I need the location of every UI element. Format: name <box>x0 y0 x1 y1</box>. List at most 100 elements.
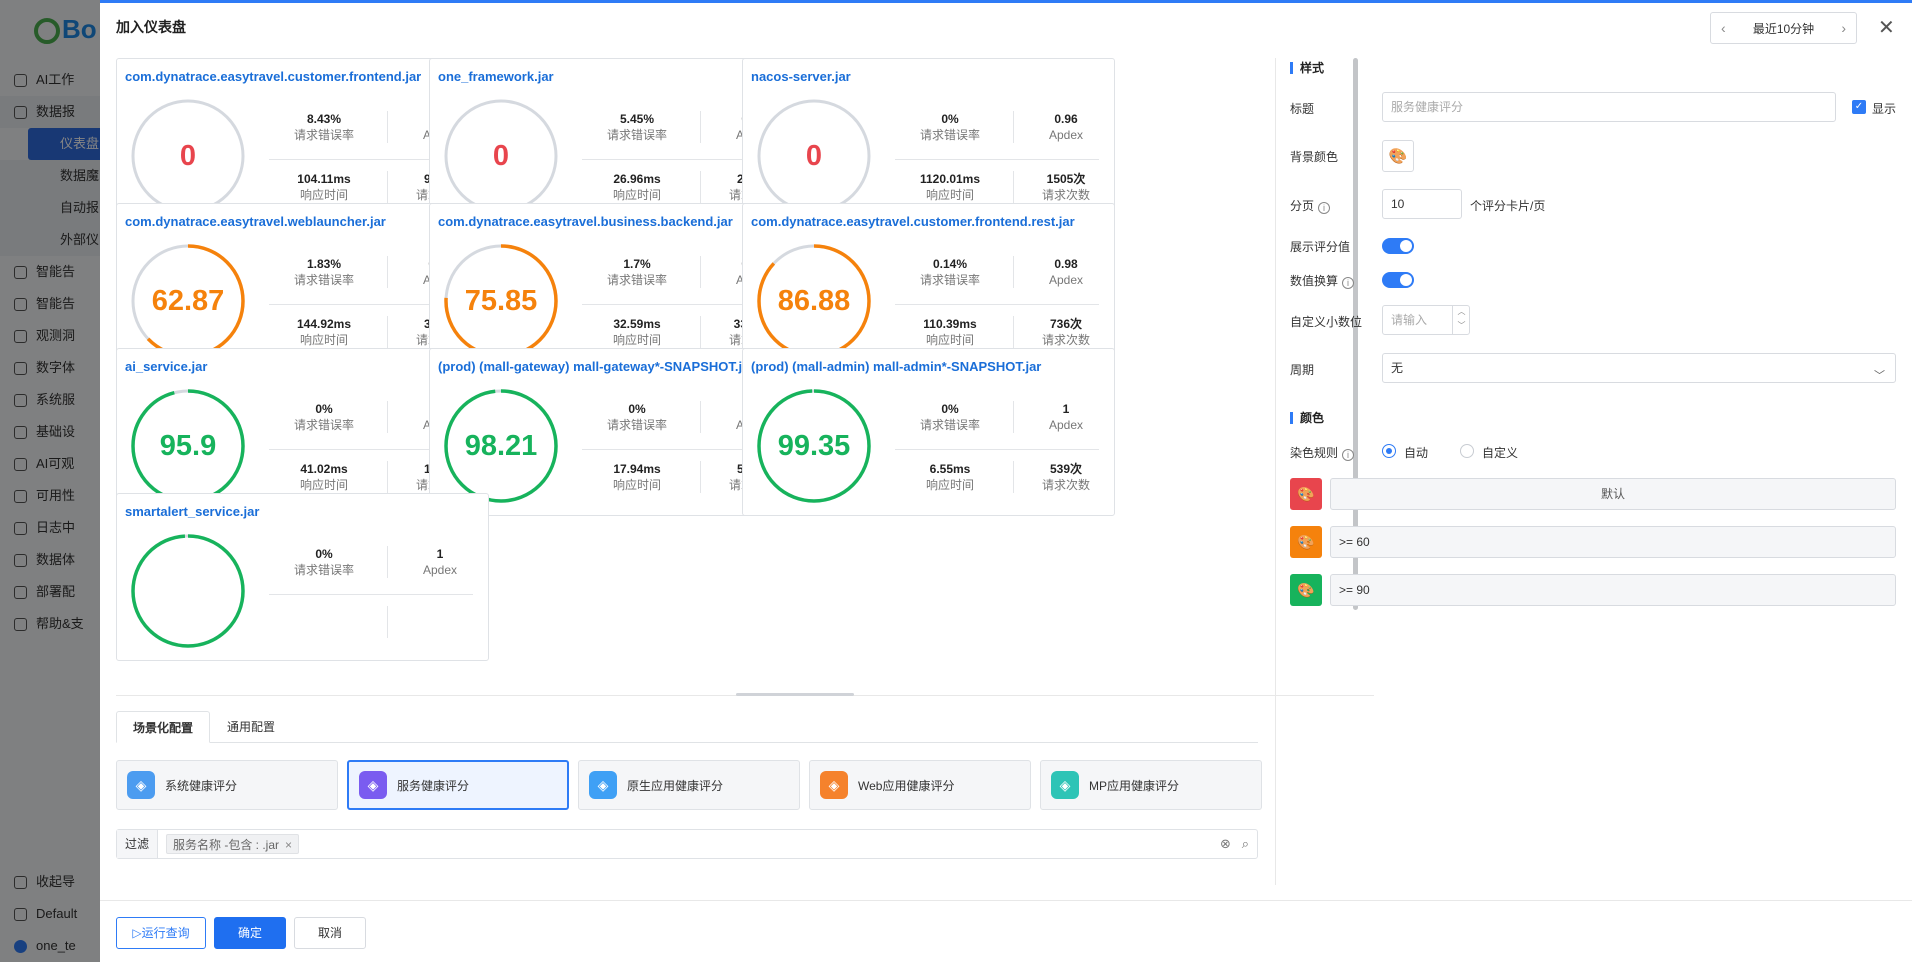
decimal-input[interactable]: 请输入 <box>1382 305 1470 335</box>
radio-auto-label: 自动 <box>1404 446 1429 460</box>
error-rate-metric: 0% 请求错误率 <box>293 402 354 432</box>
score-value <box>127 530 249 652</box>
score-value: 62.87 <box>151 284 225 317</box>
template-card[interactable]: ◈ Web应用健康评分 <box>809 760 1031 810</box>
bg-nav-item: 仪表盘 <box>28 128 106 160</box>
nav-icon <box>14 458 27 471</box>
config-tabs: 场景化配置 通用配置 <box>116 711 1258 743</box>
service-name[interactable]: ai_service.jar <box>125 359 208 374</box>
show-title-checkbox[interactable]: ✓ <box>1852 100 1866 114</box>
show-score-toggle[interactable] <box>1382 238 1414 254</box>
palette-icon[interactable]: 🎨 <box>1290 574 1322 606</box>
metric-divider <box>895 449 1099 450</box>
apdex-metric: 0.98 Apdex <box>1048 257 1084 287</box>
template-card[interactable]: ◈ 原生应用健康评分 <box>578 760 800 810</box>
nav-icon <box>14 298 27 311</box>
bg-nav-item: AI工作 <box>0 64 110 96</box>
tab-general-config[interactable]: 通用配置 <box>227 720 276 734</box>
system-health-icon: ◈ <box>127 771 155 799</box>
metric-divider <box>269 304 473 305</box>
resize-handle[interactable] <box>736 693 854 696</box>
title-input[interactable]: 服务健康评分 <box>1382 92 1836 122</box>
score-card[interactable]: (prod) (mall-admin) mall-admin*-SNAPSHOT… <box>742 348 1115 516</box>
panel-vertical-divider <box>1275 58 1276 885</box>
service-name[interactable]: com.dynatrace.easytravel.weblauncher.jar <box>125 214 386 229</box>
radio-custom-label: 自定义 <box>1482 446 1519 460</box>
score-card[interactable]: nacos-server.jar 0 0% 请求错误率 0.96 Apdex 1120.01… <box>742 58 1115 226</box>
service-name[interactable]: one_framework.jar <box>438 69 554 84</box>
score-card[interactable]: com.dynatrace.easytravel.customer.fronte… <box>742 203 1115 371</box>
search-icon[interactable]: ⌕ <box>1241 836 1249 851</box>
service-name[interactable]: com.dynatrace.easytravel.customer.fronte… <box>751 214 1075 229</box>
score-card[interactable]: com.dynatrace.easytravel.customer.fronte… <box>116 58 489 226</box>
radio-custom[interactable] <box>1460 444 1474 458</box>
show-score-label: 展示评分值 <box>1290 240 1351 254</box>
metric-divider <box>700 111 701 143</box>
value-convert-toggle[interactable] <box>1382 272 1414 288</box>
score-value: 86.88 <box>777 284 851 317</box>
metric-divider <box>700 316 701 348</box>
metric-divider <box>1013 316 1014 348</box>
confirm-button[interactable]: 确定 <box>214 917 286 949</box>
color-rule-input[interactable]: >= 60 <box>1330 526 1896 558</box>
tag-close-icon[interactable]: × <box>285 838 293 852</box>
period-select[interactable]: 无 ﹀ <box>1382 353 1896 383</box>
web-app-icon: ◈ <box>820 771 848 799</box>
response-time-metric: 17.94ms 响应时间 <box>612 462 661 492</box>
service-name[interactable]: (prod) (mall-admin) mall-admin*-SNAPSHOT… <box>751 359 1042 374</box>
service-name[interactable]: nacos-server.jar <box>751 69 851 84</box>
color-rule-input[interactable]: >= 90 <box>1330 574 1896 606</box>
nav-icon <box>14 426 27 439</box>
time-range-picker[interactable]: ‹ 最近10分钟 › <box>1710 12 1857 44</box>
template-label: Web应用健康评分 <box>858 778 955 793</box>
service-name[interactable]: (prod) (mall-gateway) mall-gateway*-SNAP… <box>438 359 755 374</box>
palette-icon[interactable]: 🎨 <box>1382 140 1414 172</box>
score-card-grid: com.dynatrace.easytravel.customer.fronte… <box>116 58 1258 680</box>
close-icon[interactable]: ✕ <box>1878 17 1895 39</box>
template-card[interactable]: ◈ MP应用健康评分 <box>1040 760 1262 810</box>
template-card[interactable]: ◈ 系统健康评分 <box>116 760 338 810</box>
metric-divider <box>269 449 473 450</box>
info-icon: i <box>1342 277 1355 289</box>
error-rate-metric: 0.14% 请求错误率 <box>919 257 980 287</box>
decimal-stepper[interactable]: ︿ ﹀ <box>1452 305 1470 335</box>
background-sidebar-bottom: 收起导 Default one_te <box>0 866 110 962</box>
score-card[interactable]: (prod) (mall-gateway) mall-gateway*-SNAP… <box>429 348 802 516</box>
chevron-left-icon[interactable]: ‹ <box>1721 20 1726 36</box>
service-name[interactable]: smartalert_service.jar <box>125 504 260 519</box>
paging-input[interactable]: 10 <box>1382 189 1462 219</box>
score-card[interactable]: ai_service.jar95.90%请求错误率1Apdex41.02ms响应… <box>116 348 489 516</box>
chevron-right-icon[interactable]: › <box>1841 20 1846 36</box>
tab-scenario-config[interactable]: 场景化配置 <box>116 711 211 743</box>
service-name[interactable]: com.dynatrace.easytravel.business.backen… <box>438 214 733 229</box>
clear-icon[interactable]: ⊗ <box>1219 836 1231 851</box>
background-app: Bo AI工作 数据报 仪表盘 数据魔 自动报 外部仪 智能告 智能告 观测洞 数字体 系统服 基础设… <box>0 0 110 962</box>
radio-auto[interactable] <box>1382 444 1396 458</box>
response-time-metric: 32.59ms 响应时间 <box>612 317 661 347</box>
filter-bar[interactable]: 过滤 服务名称 -包含 : .jar × ⊗ ⌕ <box>116 829 1258 859</box>
style-section-title: 样式 <box>1290 62 1324 74</box>
metric-divider <box>387 171 388 203</box>
nav-icon <box>14 106 27 119</box>
score-gauge <box>131 534 245 648</box>
cancel-button[interactable]: 取消 <box>294 917 366 949</box>
bg-nav-item: 部署配 <box>0 576 110 608</box>
filter-tag[interactable]: 服务名称 -包含 : .jar × <box>166 834 300 854</box>
error-rate-metric: 1.7% 请求错误率 <box>606 257 667 287</box>
metric-divider <box>1013 111 1014 143</box>
error-rate-metric: 5.45% 请求错误率 <box>606 112 667 142</box>
bg-nav-item: 数据体 <box>0 544 110 576</box>
card-grid-scrollbar[interactable] <box>1353 58 1358 610</box>
run-query-button[interactable]: ▷运行查询 <box>116 917 206 949</box>
color-rule-input[interactable]: 默认 <box>1330 478 1896 510</box>
service-name[interactable]: com.dynatrace.easytravel.customer.fronte… <box>125 69 422 84</box>
palette-icon[interactable]: 🎨 <box>1290 526 1322 558</box>
mp-app-icon: ◈ <box>1051 771 1079 799</box>
score-value: 0 <box>492 139 510 172</box>
palette-icon[interactable]: 🎨 <box>1290 478 1322 510</box>
template-card[interactable]: ◈ 服务健康评分 <box>347 760 569 810</box>
score-value: 95.9 <box>159 429 217 462</box>
info-icon: i <box>1342 449 1355 461</box>
score-card[interactable]: smartalert_service.jar 0% 请求错误率 1 Apdex <box>116 493 489 661</box>
score-card[interactable]: com.dynatrace.easytravel.business.backen… <box>429 203 802 371</box>
